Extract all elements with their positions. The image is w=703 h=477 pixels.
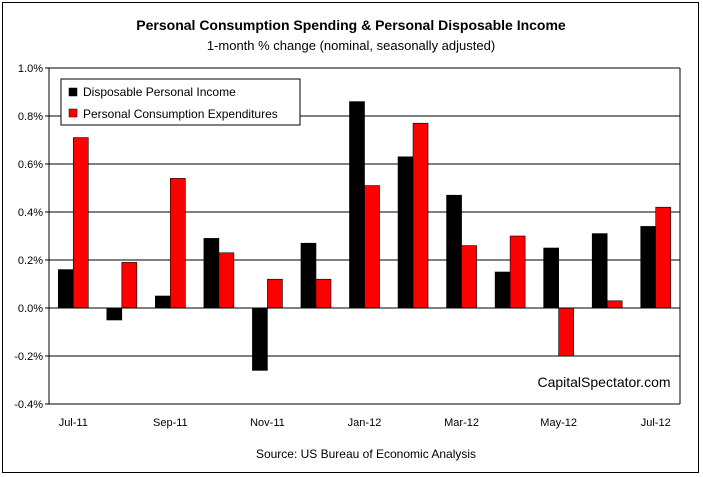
x-tick-label: Jan-12 [348,417,382,429]
legend: Disposable Personal Income Personal Cons… [60,78,301,126]
x-tick-label: Mar-12 [444,417,479,429]
bar-disposable-income-3 [203,238,220,309]
legend-swatch-consumption-expenditures [68,108,78,118]
legend-box [60,78,301,126]
bar-disposable-income-11 [591,233,608,309]
bar-consumption-expenditures-11 [606,300,623,309]
x-tick-label: May-12 [540,417,577,429]
bar-disposable-income-4 [252,307,268,371]
bar-consumption-expenditures-7 [412,122,429,309]
legend-swatch-disposable-income [68,87,78,97]
axes [45,67,681,405]
bar-consumption-expenditures-3 [218,252,235,309]
bar-consumption-expenditures-12 [655,206,672,309]
x-tick-labels: Jul-11 Sep-11 Nov-11 Jan-12 Mar-12 May-12 Jul-… [59,417,671,429]
bar-consumption-expenditures-2 [170,178,186,309]
bar-consumption-expenditures-1 [121,262,138,309]
bar-disposable-income-0 [57,269,74,309]
source-note: Source: US Bureau of Economic Analysis [256,447,476,461]
bar-disposable-income-2 [155,295,171,309]
y-tick-label: 0.8% [18,111,43,123]
bar-consumption-expenditures-5 [315,278,332,309]
x-tick-label: Sep-11 [153,417,188,429]
bar-disposable-income-8 [446,194,462,309]
watermark: CapitalSpectator.com [537,374,670,390]
y-tick-label: -0.2% [14,351,43,363]
y-tick-label: 0.2% [18,255,43,267]
x-tick-label: Jul-12 [641,417,671,429]
bar-consumption-expenditures-8 [461,245,477,309]
bar-disposable-income-10 [543,247,559,309]
y-tick-label: 0.4% [18,207,43,219]
bar-consumption-expenditures-6 [364,185,380,309]
legend-label-consumption-expenditures: Personal Consumption Expenditures [83,107,278,121]
bar-consumption-expenditures-0 [72,137,89,309]
chart-title: Personal Consumption Spending & Personal… [136,17,566,33]
x-tick-label: Nov-11 [250,417,285,429]
y-tick-label: -0.4% [14,399,43,411]
y-tick-label: 0.0% [18,303,43,315]
bar-consumption-expenditures-4 [267,278,283,309]
bar-disposable-income-9 [494,271,511,309]
chart-subtitle: 1-month % change (nominal, seasonally ad… [207,38,495,53]
y-tick-label: 0.6% [18,159,43,171]
y-tick-labels: -0.4% -0.2% 0.0% 0.2% 0.4% 0.6% 0.8% 1.0% [14,63,43,411]
bar-disposable-income-6 [349,101,365,309]
bar-disposable-income-7 [397,156,414,309]
bars [57,101,672,371]
x-tick-label: Jul-11 [59,417,88,429]
y-tick-label: 1.0% [18,63,43,75]
bar-disposable-income-12 [640,226,657,309]
bar-consumption-expenditures-10 [558,307,574,357]
legend-label-disposable-income: Disposable Personal Income [83,85,236,99]
bar-consumption-expenditures-9 [509,235,526,309]
bar-disposable-income-1 [106,307,123,321]
bar-disposable-income-5 [300,242,317,309]
